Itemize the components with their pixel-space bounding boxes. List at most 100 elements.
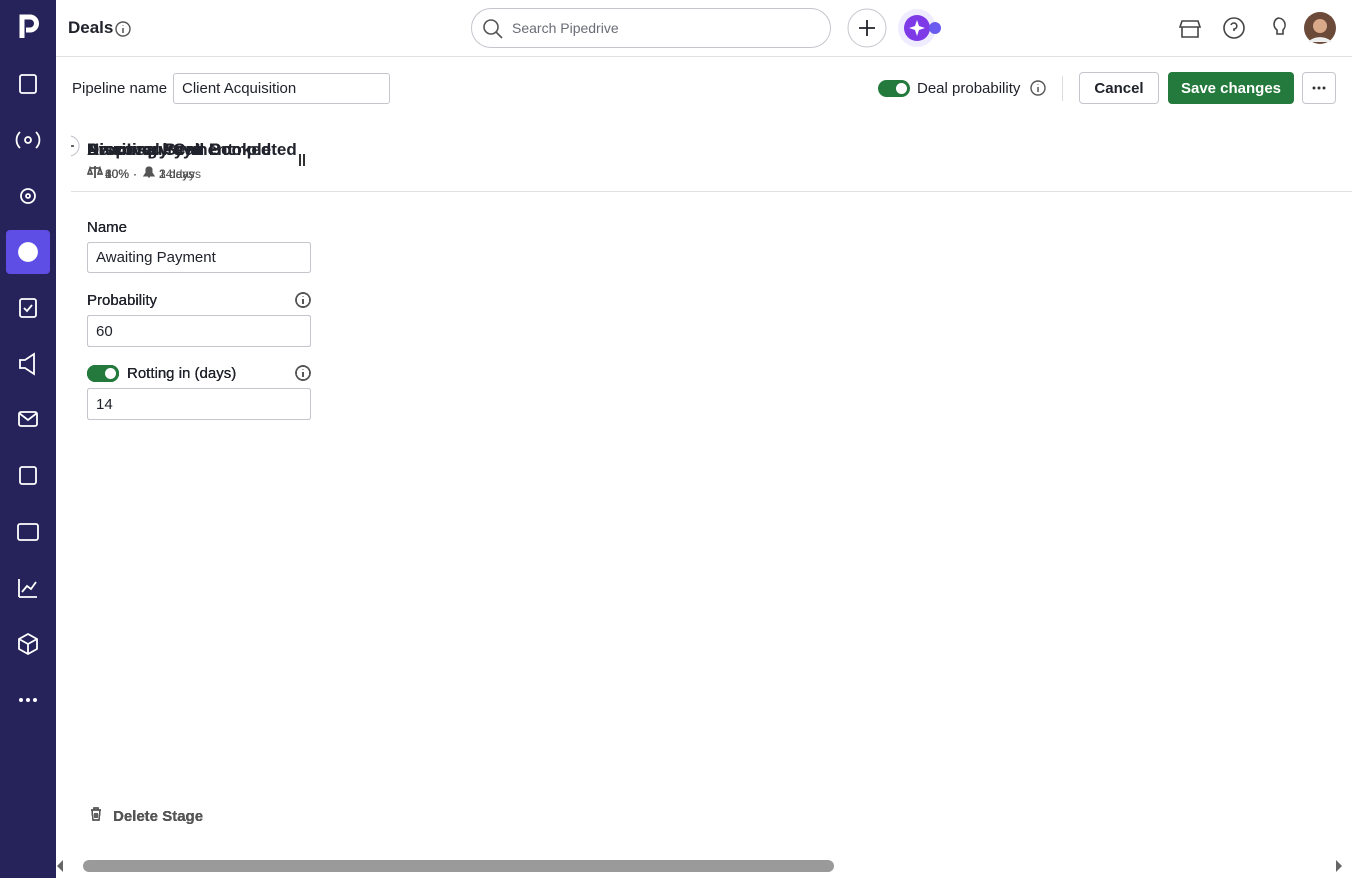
- rotting-label: Rotting in (days): [127, 365, 237, 382]
- rotting-icon: [141, 164, 157, 183]
- more-button[interactable]: [1302, 72, 1336, 104]
- probability-label: Probability: [87, 292, 158, 309]
- meta-probability: 20%: [105, 166, 130, 181]
- drag-handle[interactable]: [297, 152, 307, 173]
- nav-deals[interactable]: [18, 242, 38, 262]
- add-stage[interactable]: [71, 135, 80, 162]
- add-stage-glyph: [71, 135, 80, 157]
- meta-separator: ·: [133, 166, 138, 181]
- probability-label: Probability: [87, 292, 158, 309]
- horizontal-scrollbar[interactable]: [56, 856, 1352, 878]
- meta-separator: ·: [133, 166, 138, 181]
- top-icons[interactable]: [1176, 14, 1336, 44]
- deal-probability-label: Deal probability: [917, 80, 1021, 97]
- trash-icon: [89, 806, 103, 826]
- nav-calendar[interactable]: [19, 466, 37, 485]
- nav-mail[interactable]: [18, 411, 38, 427]
- logo[interactable]: [19, 14, 39, 38]
- name-input[interactable]: Awaiting Payment: [87, 242, 311, 273]
- nav-goals[interactable]: [20, 188, 36, 204]
- probability-input[interactable]: 60: [87, 315, 311, 347]
- stage-title: Proposal Sent: [87, 140, 202, 159]
- meta-separator: ·: [133, 166, 138, 181]
- meta-separator: ·: [133, 166, 138, 181]
- rotting-label: Rotting in (days): [127, 365, 237, 382]
- info-icon[interactable]: [114, 20, 132, 38]
- delete-stage-label: Delete Stage: [113, 807, 204, 825]
- rotting-icon-glyph: [143, 166, 155, 178]
- ai-button[interactable]: [897, 8, 947, 48]
- scroll-left[interactable]: [57, 860, 63, 872]
- name-label: Name: [87, 219, 128, 236]
- more-icon: [1312, 86, 1326, 90]
- rotting-input[interactable]: 14: [87, 388, 311, 420]
- nav-campaigns[interactable]: [24, 136, 32, 144]
- rotting-label: Rotting in (days): [127, 365, 237, 382]
- delete-stage-label: Delete Stage: [113, 807, 204, 825]
- topbar: Deals Search Pipedrive: [56, 0, 1352, 57]
- search-icon: [483, 19, 503, 39]
- stage-title: Discovery Call Completed: [87, 140, 297, 159]
- delete-stage-label: Delete Stage: [113, 807, 204, 825]
- search-placeholder: Search Pipedrive: [512, 20, 619, 36]
- stage-divider: [71, 191, 1352, 192]
- probability-icon: [87, 164, 103, 183]
- probability-label: Probability: [87, 292, 158, 309]
- probability-label: Probability: [87, 292, 158, 309]
- scroll-thumb[interactable]: [83, 860, 834, 872]
- info-icon[interactable]: [1029, 79, 1047, 97]
- rotting-label: Rotting in (days): [127, 365, 237, 382]
- info-icon-glyph: [295, 365, 311, 381]
- nav-more[interactable]: [19, 698, 37, 702]
- info-icon-glyph: [295, 292, 311, 308]
- meta-rotting: 1 days: [159, 166, 195, 181]
- meta-separator: ·: [133, 166, 138, 181]
- stage-title: New Inquiry: [87, 140, 184, 159]
- drag-handle-glyph: [299, 154, 305, 166]
- delete-stage-label: Delete Stage: [113, 807, 204, 825]
- nav-marketing[interactable]: [19, 352, 35, 376]
- meta-rotting: 14 days: [159, 166, 202, 181]
- meta-probability: 40%: [105, 166, 130, 181]
- scroll-right[interactable]: [1336, 860, 1342, 872]
- name-label: Name: [87, 219, 128, 236]
- nav-products[interactable]: [18, 632, 38, 656]
- delete-stage-label: Delete Stage: [113, 807, 204, 825]
- info-icon[interactable]: [294, 291, 312, 314]
- name-label: Name: [87, 219, 128, 236]
- meta-rotting: 3 days: [159, 166, 195, 181]
- name-label: Name: [87, 219, 128, 236]
- probability-icon-glyph: [87, 165, 103, 178]
- pipeline-label: Pipeline name: [72, 80, 168, 97]
- stage-title: Discovery Call Booked: [87, 140, 272, 159]
- deal-probability-toggle[interactable]: [878, 80, 910, 97]
- meta-rotting: 2 days: [159, 166, 195, 181]
- page-title: Deals: [68, 18, 114, 37]
- save-button[interactable]: Save changes: [1168, 72, 1294, 104]
- meta-probability: 10%: [105, 166, 130, 181]
- info-icon[interactable]: [294, 364, 312, 387]
- name-label: Name: [87, 219, 128, 236]
- meta-probability: 40%: [105, 166, 130, 181]
- nav-contacts[interactable]: [17, 523, 39, 541]
- delete-stage[interactable]: Delete Stage: [89, 806, 203, 826]
- nav-activities[interactable]: [19, 298, 37, 318]
- add-button[interactable]: [847, 8, 887, 48]
- rotting-label: Rotting in (days): [127, 365, 237, 382]
- rotting-toggle[interactable]: [87, 365, 119, 382]
- search-box[interactable]: Search Pipedrive: [471, 8, 831, 48]
- nav-insights[interactable]: [18, 579, 37, 598]
- stage-title: Awaiting Payment: [87, 140, 234, 159]
- trash-icon-glyph: [91, 807, 101, 821]
- nav-leads[interactable]: [19, 74, 37, 94]
- avatar[interactable]: [1304, 12, 1336, 44]
- probability-label: Probability: [87, 292, 158, 309]
- sidebar-icons: [6, 14, 50, 702]
- sidebar: [0, 0, 56, 878]
- pipeline-name-input[interactable]: Client Acquisition: [173, 73, 390, 104]
- cancel-button[interactable]: Cancel: [1079, 72, 1159, 104]
- stage-meta: 60% · 14 days: [87, 164, 201, 183]
- meta-rotting: 2 days: [159, 166, 195, 181]
